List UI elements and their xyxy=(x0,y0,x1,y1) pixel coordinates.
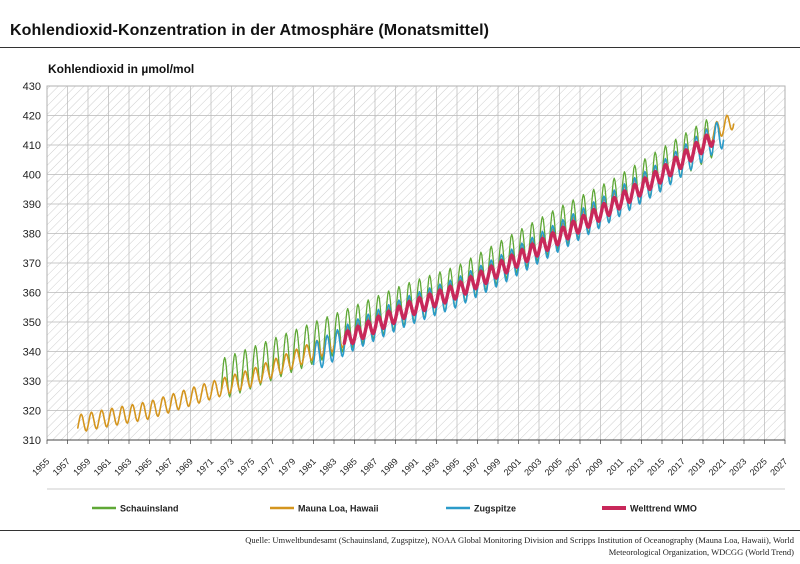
x-tick-label: 1981 xyxy=(297,456,318,477)
x-tick-label: 1975 xyxy=(235,456,256,477)
x-tick-label: 1971 xyxy=(194,456,215,477)
x-tick-label: 1989 xyxy=(379,456,400,477)
y-tick-label: 380 xyxy=(23,229,41,241)
source-note: Quelle: Umweltbundesamt (Schauinsland, Z… xyxy=(245,535,794,557)
y-tick-label: 400 xyxy=(23,170,41,182)
y-tick-label: 360 xyxy=(23,288,41,300)
y-tick-label: 410 xyxy=(23,140,41,152)
y-tick-label: 420 xyxy=(23,111,41,123)
title-divider xyxy=(0,47,800,48)
x-tick-label: 2017 xyxy=(666,456,687,477)
x-tick-label: 2001 xyxy=(502,456,523,477)
legend-label: Zugspitze xyxy=(474,504,516,514)
x-tick-label: 1955 xyxy=(30,456,51,477)
x-tick-label: 2015 xyxy=(645,456,666,477)
y-tick-label: 340 xyxy=(23,347,41,359)
x-tick-label: 2025 xyxy=(748,456,769,477)
source-divider xyxy=(0,530,800,531)
x-tick-label: 1973 xyxy=(215,456,236,477)
x-tick-label: 1959 xyxy=(71,456,92,477)
x-tick-label: 1963 xyxy=(112,456,133,477)
legend-label: Welttrend WMO xyxy=(630,504,697,514)
y-tick-label: 370 xyxy=(23,258,41,270)
x-tick-label: 2007 xyxy=(563,456,584,477)
x-tick-label: 2011 xyxy=(605,456,626,477)
x-tick-label: 2023 xyxy=(727,456,748,477)
x-tick-label: 1967 xyxy=(153,456,174,477)
y-axis-label: Kohlendioxid in µmol/mol xyxy=(48,62,195,76)
series-line-4 xyxy=(342,133,715,346)
x-tick-label: 1987 xyxy=(358,456,379,477)
y-tick-label: 430 xyxy=(23,81,41,93)
x-tick-label: 1993 xyxy=(420,456,441,477)
x-tick-label: 2019 xyxy=(686,456,707,477)
co2-line-chart: 310 320 330 340 350 360 370 380 390 400 410 420 430 1… xyxy=(23,81,790,514)
x-tick-label: 2021 xyxy=(707,456,728,477)
x-tick-label: 1969 xyxy=(174,456,195,477)
chart-title: Kohlendioxid-Konzentration in der Atmosp… xyxy=(10,22,490,39)
x-tick-label: 1983 xyxy=(317,456,338,477)
y-tick-label: 320 xyxy=(23,406,41,418)
x-tick-label: 1997 xyxy=(461,456,482,477)
x-tick-label: 2013 xyxy=(625,456,646,477)
x-tick-label: 2009 xyxy=(584,456,605,477)
y-tick-label: 330 xyxy=(23,376,41,388)
x-tick-label: 1961 xyxy=(92,456,113,477)
x-tick-label: 2005 xyxy=(543,456,564,477)
legend-label: Mauna Loa, Hawaii xyxy=(298,504,379,514)
x-tick-label: 1985 xyxy=(338,456,359,477)
x-tick-label: 1977 xyxy=(256,456,277,477)
x-tick-label: 1957 xyxy=(51,456,72,477)
x-tick-label: 1995 xyxy=(440,456,461,477)
x-tick-label: 1979 xyxy=(276,456,297,477)
y-tick-label: 350 xyxy=(23,317,41,329)
legend-label: Schauinsland xyxy=(120,504,179,514)
x-tick-label: 1991 xyxy=(399,456,420,477)
x-tick-label: 1999 xyxy=(481,456,502,477)
x-tick-label: 2027 xyxy=(768,456,789,477)
y-tick-label: 310 xyxy=(23,435,41,447)
x-tick-label: 1965 xyxy=(133,456,154,477)
y-tick-label: 390 xyxy=(23,199,41,211)
x-tick-label: 2003 xyxy=(522,456,543,477)
